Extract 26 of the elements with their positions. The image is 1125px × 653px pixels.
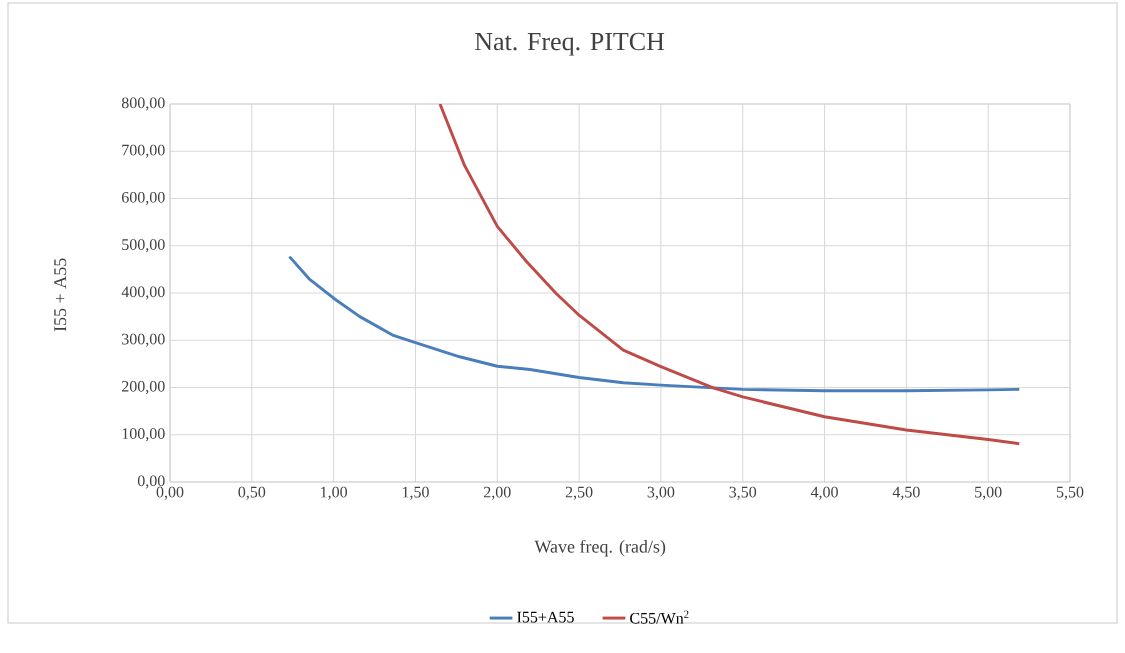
y-axis-title: I55 + A55 [54, 258, 67, 332]
line-series [438, 104, 1021, 446]
y-tick-label: 400,00 [121, 286, 165, 300]
x-tick-label: 0,50 [238, 486, 266, 500]
x-tick-label: 4,50 [892, 486, 920, 500]
x-tick-label: 2,50 [565, 486, 593, 500]
x-tick-label: 4,00 [810, 486, 838, 500]
x-tick-label: 3,00 [647, 486, 675, 500]
y-tick-label: 700,00 [122, 144, 165, 158]
x-tick-label: 1,00 [321, 486, 348, 500]
y-tick-label: 500,00 [122, 239, 165, 253]
x-tick-label: 5,00 [975, 486, 1002, 500]
x-tick-label: 2,00 [483, 486, 511, 500]
chart-title: Nat. Freq. PITCH [475, 32, 665, 56]
y-tick-label: 200,00 [122, 380, 165, 395]
x-tick-label: 3,50 [729, 486, 757, 500]
y-tick-label: 100,00 [122, 428, 165, 442]
legend-label: I55+A55 [517, 611, 574, 623]
y-tick-label: 300,00 [122, 333, 165, 347]
y-tick-label: 800,00 [121, 97, 165, 111]
legend-label: C55/Wn$^{2}$ [630, 610, 689, 624]
x-axis-title: Wave freq. (rad/s) [534, 539, 666, 557]
x-tick-label: 1,50 [402, 486, 429, 500]
x-tick-label: 5,50 [1056, 486, 1084, 500]
y-tick-label: 600,00 [121, 191, 165, 206]
line-series [287, 255, 1021, 393]
